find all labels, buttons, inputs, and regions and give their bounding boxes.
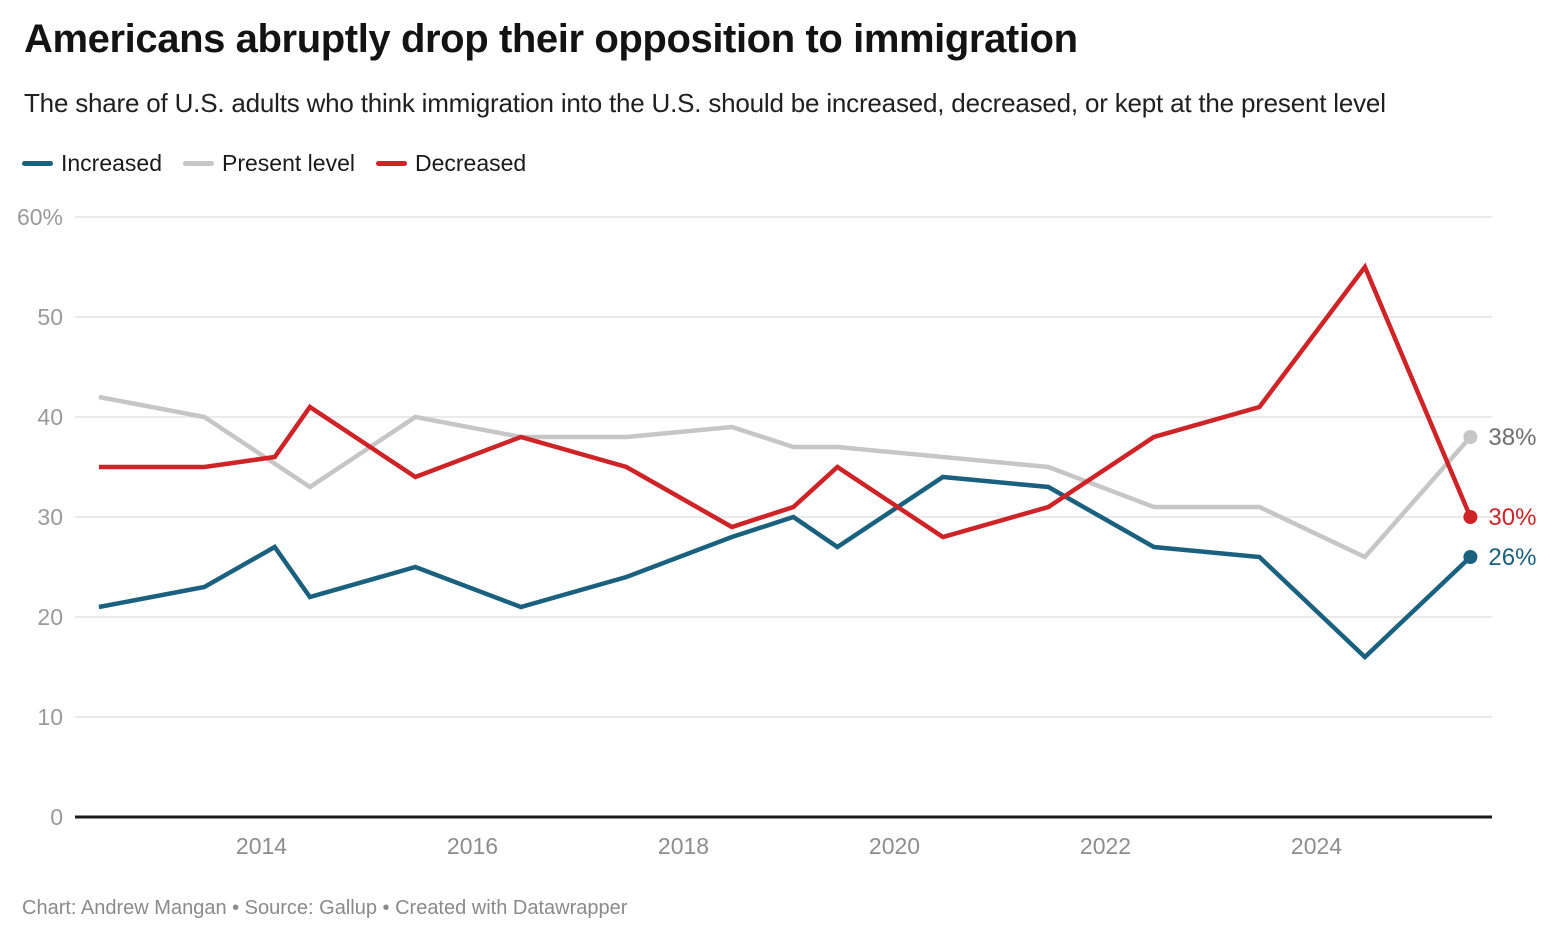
series-endpoint-present-level xyxy=(1463,430,1478,444)
series-endpoint-decreased xyxy=(1463,510,1478,524)
x-tick-label-2024: 2024 xyxy=(1291,833,1342,859)
y-tick-label-30: 30 xyxy=(37,504,63,530)
chart-title: Americans abruptly drop their opposition… xyxy=(24,17,1078,61)
legend-swatch-present-level xyxy=(183,161,215,166)
series-line-increased xyxy=(98,474,1472,661)
x-tick-label-2020: 2020 xyxy=(869,833,920,859)
chart-subtitle: The share of U.S. adults who think immig… xyxy=(24,88,1386,118)
legend-item-present-level: Present level xyxy=(183,150,355,177)
line-chart: 60% 50 40 30 20 10 0 2014 2016 2018 2020 2022 2024 38… xyxy=(17,204,1536,859)
legend-label-present-level: Present level xyxy=(222,150,355,176)
y-tick-label-40: 40 xyxy=(37,404,63,430)
series-line-present-level xyxy=(98,394,1473,560)
x-tick-label-2016: 2016 xyxy=(447,833,498,859)
y-tick-label-0: 0 xyxy=(50,804,63,830)
series-end-label-decreased: 30% xyxy=(1488,504,1536,531)
y-tick-label-20: 20 xyxy=(37,604,63,630)
series-end-label-increased: 26% xyxy=(1488,544,1536,571)
x-tick-label-2014: 2014 xyxy=(236,833,287,859)
legend-swatch-decreased xyxy=(375,161,407,166)
legend-label-increased: Increased xyxy=(61,150,163,176)
legend-item-decreased: Decreased xyxy=(375,150,527,177)
series-line-decreased xyxy=(98,262,1473,540)
footer-credit: Chart: Andrew Mangan • Source: Gallup • … xyxy=(22,897,628,919)
legend-item-increased: Increased xyxy=(22,150,162,177)
y-tick-label-10: 10 xyxy=(37,704,63,730)
series-endpoint-increased xyxy=(1463,550,1478,564)
series-end-label-present-level: 38% xyxy=(1488,424,1536,451)
legend-swatch-increased xyxy=(22,161,53,166)
x-tick-label-2022: 2022 xyxy=(1080,833,1131,859)
y-tick-label-50: 50 xyxy=(37,304,63,330)
legend-label-decreased: Decreased xyxy=(414,150,527,176)
legend: Increased Present level Decreased xyxy=(22,150,526,177)
y-tick-label-60: 60% xyxy=(17,204,63,230)
x-tick-label-2018: 2018 xyxy=(658,833,709,859)
